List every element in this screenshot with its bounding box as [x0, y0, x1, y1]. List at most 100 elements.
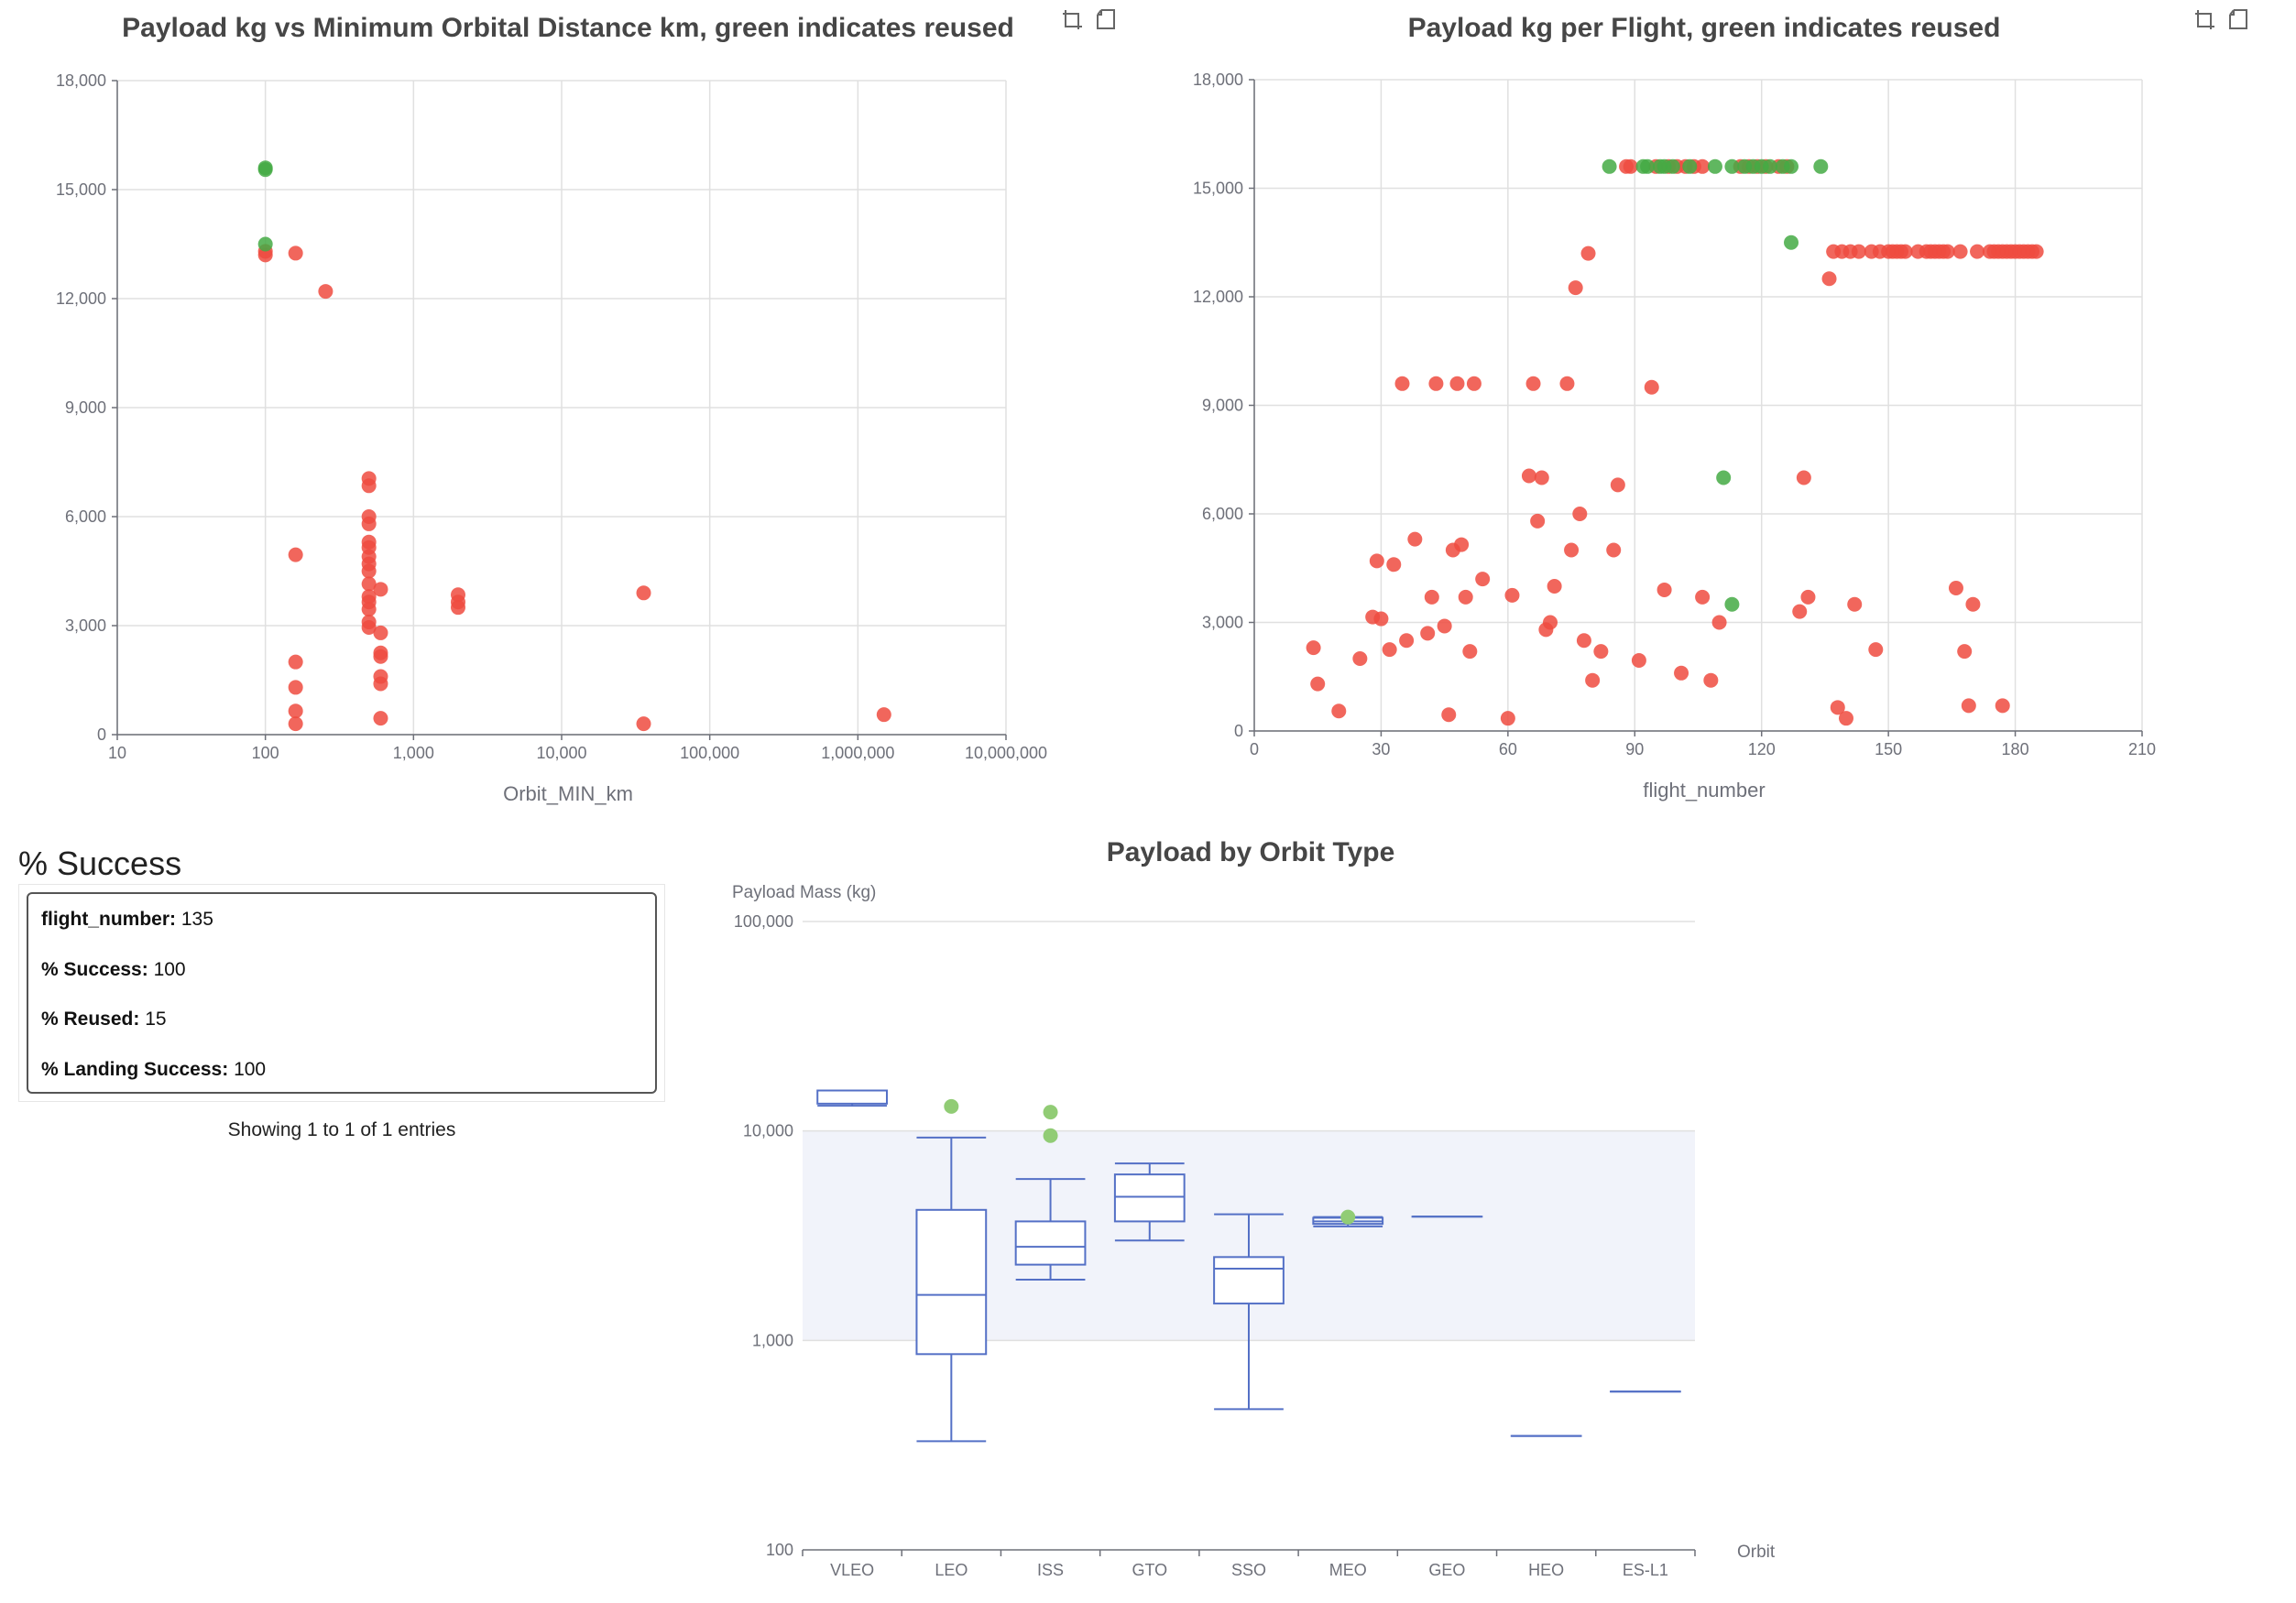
scatter-point [1716, 470, 1732, 485]
x-tick-label: 100,000 [680, 744, 739, 762]
y-tick-label: 10,000 [743, 1122, 793, 1140]
stat-value: 135 [180, 909, 213, 930]
scatter-point [1593, 644, 1609, 660]
scatter-point [1644, 379, 1659, 395]
y-tick-label: 100 [766, 1541, 793, 1559]
y-tick-label: 15,000 [56, 180, 106, 199]
scatter-point [1585, 672, 1601, 688]
scatter-point [1631, 652, 1646, 668]
scatter-point [1970, 244, 1985, 259]
scatter-point [1640, 158, 1656, 174]
scatter-point [1784, 234, 1799, 250]
chart-title: Payload by Orbit Type [1107, 837, 1395, 867]
scatter-point [1525, 376, 1541, 391]
scatter-point [1965, 596, 1981, 612]
success-table: flight_number: 135 % Success: 100 % Reus… [18, 884, 665, 1102]
scatter-point [1606, 542, 1622, 558]
x-axis-label: Orbit_MIN_km [503, 782, 633, 805]
y-tick-label: 1,000 [752, 1331, 793, 1349]
x-tick-label: 10 [108, 744, 126, 762]
scatter-point [373, 711, 388, 726]
scatter-point [1724, 158, 1740, 174]
scatter-point [1851, 244, 1866, 259]
scatter-point [1610, 477, 1625, 493]
scatter-point [1796, 470, 1811, 485]
scatter-point [1674, 665, 1689, 681]
scatter-point [373, 676, 388, 692]
y-tick-label: 6,000 [1202, 505, 1243, 523]
scatter-point [361, 619, 377, 635]
x-tick-label: 100 [252, 744, 279, 762]
y-tick-label: 18,000 [56, 71, 106, 90]
y-axis-label: Payload Mass (kg) [732, 883, 876, 902]
scatter-point [1310, 676, 1326, 692]
box-sso [1213, 1213, 1285, 1411]
scatter-point [1394, 376, 1410, 391]
scatter-point [1462, 644, 1478, 660]
stat-row-landing-success: % Landing Success: 100 [41, 1057, 642, 1107]
chart-title: Payload kg vs Minimum Orbital Distance k… [122, 13, 1014, 43]
x-tick-label: 150 [1875, 740, 1902, 758]
x-axis-label: flight_number [1643, 779, 1765, 802]
scatter-point [1352, 651, 1368, 666]
stat-value: 100 [234, 1058, 267, 1080]
scatter-point [1868, 642, 1884, 658]
y-tick-label: 6,000 [65, 507, 106, 526]
chart-title: Payload kg per Flight, green indicates r… [1408, 13, 2001, 43]
scatter-point [1940, 244, 1955, 259]
scatter-point [1580, 245, 1596, 261]
scatter-point [373, 649, 388, 664]
scatter-point [1428, 376, 1444, 391]
restore-icon[interactable] [2193, 7, 2217, 31]
y-tick-label: 100,000 [734, 912, 793, 931]
x-tick-label: 60 [1499, 740, 1517, 758]
scatter-point [1813, 158, 1829, 174]
x-tick-label: 120 [1748, 740, 1776, 758]
scatter-point [373, 582, 388, 597]
box-body [1113, 1173, 1186, 1223]
scatter-point [1373, 611, 1389, 627]
stat-label: % Success: [41, 958, 148, 980]
x-tick-label: VLEO [830, 1561, 874, 1579]
scatter-point [1792, 604, 1808, 619]
outlier-point [1043, 1105, 1058, 1120]
scatter-point [361, 516, 377, 531]
x-tick-label: SSO [1231, 1561, 1266, 1579]
x-tick-label: 10,000,000 [965, 744, 1047, 762]
scatter-point [1847, 596, 1863, 612]
scatter-point [1500, 711, 1515, 726]
scatter-point [1682, 158, 1698, 174]
save-image-icon[interactable] [1094, 7, 1118, 31]
y-tick-label: 12,000 [56, 289, 106, 308]
y-tick-label: 15,000 [1193, 180, 1243, 198]
scatter-point [1504, 587, 1520, 603]
table-info: Showing 1 to 1 of 1 entries [227, 1119, 456, 1140]
box-body [1014, 1220, 1087, 1266]
scatter-point [257, 236, 273, 252]
x-tick-label: LEO [935, 1561, 968, 1579]
save-image-icon[interactable] [2226, 7, 2250, 31]
restore-icon[interactable] [1061, 7, 1085, 31]
scatter-point [1454, 537, 1470, 552]
scatter-point [1695, 158, 1711, 174]
scatter-point [1547, 579, 1562, 594]
scatter-point [1897, 244, 1913, 259]
scatter-point [361, 602, 377, 617]
scatter-point [1948, 580, 1963, 595]
scatter-point [1724, 596, 1740, 612]
scatter-point [1656, 582, 1672, 597]
outlier-point [1043, 1128, 1058, 1143]
chart1-toolbox [1061, 7, 1118, 31]
stat-label: flight_number: [41, 909, 176, 930]
scatter-point [1530, 513, 1546, 529]
scatter-point [1466, 376, 1481, 391]
scatter-point [1839, 711, 1853, 726]
scatter-point [1695, 589, 1711, 605]
success-record: flight_number: 135 % Success: 100 % Reus… [27, 892, 657, 1094]
x-tick-label: GEO [1428, 1561, 1465, 1579]
scatter-point [1800, 589, 1816, 605]
scatter-point [1952, 244, 1968, 259]
scatter-point [1665, 158, 1680, 174]
x-tick-label: 90 [1625, 740, 1644, 758]
